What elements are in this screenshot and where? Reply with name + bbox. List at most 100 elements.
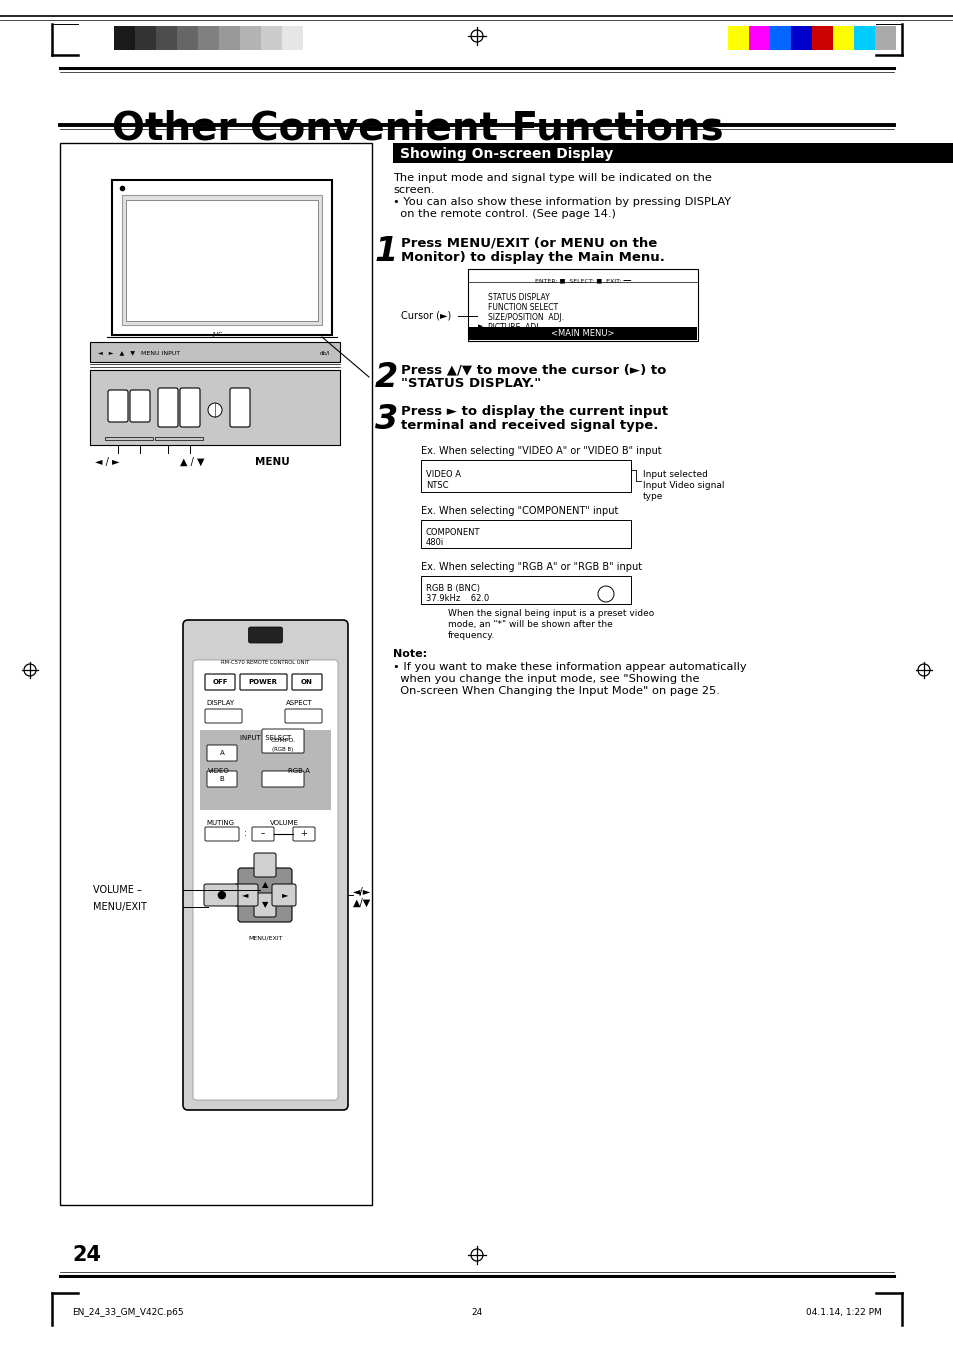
FancyBboxPatch shape [252,827,274,842]
Bar [219,26,240,50]
Text: "STATUS DISPLAY.": "STATUS DISPLAY." [400,377,540,390]
Text: ◄ / ►: ◄ / ► [95,457,119,467]
Text: Press ► to display the current input: Press ► to display the current input [400,405,667,418]
Text: JVC: JVC [212,331,222,337]
Text: A: A [219,750,224,756]
Text: ▲/▼: ▲/▼ [353,898,371,908]
Bar [261,26,282,50]
FancyBboxPatch shape [180,388,200,428]
FancyBboxPatch shape [292,674,322,690]
Bar [240,26,261,50]
Circle shape [208,403,222,417]
Bar [113,26,135,50]
FancyBboxPatch shape [204,884,237,907]
Text: MENU/EXIT: MENU/EXIT [92,902,147,912]
FancyBboxPatch shape [230,388,250,428]
Text: 37.9kHz    62.0: 37.9kHz 62.0 [426,594,489,603]
Text: RGB A: RGB A [288,769,310,774]
FancyBboxPatch shape [183,620,348,1109]
Bar [727,26,748,50]
Text: DISPLAY: DISPLAY [206,700,234,706]
Text: OFF: OFF [212,679,228,685]
Text: Cursor (►): Cursor (►) [400,311,451,321]
Text: 1: 1 [375,235,397,268]
FancyBboxPatch shape [262,771,304,787]
Text: ▼: ▼ [261,901,268,909]
FancyBboxPatch shape [272,884,295,907]
Text: Input selected: Input selected [642,469,707,479]
Text: ►: ► [477,323,483,329]
Text: ▲ / ▼: ▲ / ▼ [180,457,204,467]
Bar [468,269,698,341]
Text: MUTING: MUTING [206,820,233,825]
Bar [126,200,317,321]
FancyBboxPatch shape [293,827,314,842]
Text: The input mode and signal type will be indicated on the: The input mode and signal type will be i… [393,173,711,183]
Text: Press MENU/EXIT (or MENU on the: Press MENU/EXIT (or MENU on the [400,237,657,250]
Text: ON: ON [301,679,313,685]
FancyBboxPatch shape [237,869,292,921]
Text: • You can also show these information by pressing DISPLAY: • You can also show these information by… [393,198,730,207]
Text: ▲: ▲ [261,881,268,889]
Bar [469,327,697,340]
Text: RM-C570 REMOTE CONTROL UNIT: RM-C570 REMOTE CONTROL UNIT [221,660,310,666]
Bar [105,437,152,440]
FancyBboxPatch shape [262,729,304,754]
Text: • If you want to make these information appear automatically: • If you want to make these information … [393,662,746,672]
Text: ASPECT: ASPECT [286,700,313,706]
Text: ◄/►: ◄/► [353,888,371,897]
Text: ●: ● [216,890,226,900]
Bar [60,143,372,1206]
FancyBboxPatch shape [207,746,236,760]
Text: 2: 2 [375,361,397,394]
Text: VOLUME: VOLUME [270,820,298,825]
FancyBboxPatch shape [130,390,150,422]
Bar [811,26,832,50]
Text: SIZE/POSITION  ADJ.: SIZE/POSITION ADJ. [488,313,563,322]
Bar [156,26,177,50]
Text: on the remote control. (See page 14.): on the remote control. (See page 14.) [393,208,616,219]
Text: Showing On-screen Display: Showing On-screen Display [399,147,613,161]
Text: frequency.: frequency. [448,630,495,640]
Text: Monitor) to display the Main Menu.: Monitor) to display the Main Menu. [400,252,664,264]
Text: type: type [642,492,662,501]
FancyBboxPatch shape [205,674,234,690]
Text: when you change the input mode, see "Showing the: when you change the input mode, see "Sho… [393,674,699,685]
Text: VOLUME –: VOLUME – [92,885,142,894]
Text: POWER: POWER [248,679,277,685]
Text: FUNCTION SELECT: FUNCTION SELECT [488,303,558,313]
FancyBboxPatch shape [193,660,337,1100]
Text: (RGB B): (RGB B) [273,747,294,752]
Bar [748,26,769,50]
FancyBboxPatch shape [285,709,322,723]
FancyBboxPatch shape [253,852,275,877]
Text: VIDEO A: VIDEO A [426,469,460,479]
Bar [90,342,339,363]
Text: 04.1.14, 1:22 PM: 04.1.14, 1:22 PM [805,1308,882,1316]
Bar [420,576,630,603]
Text: 24: 24 [71,1245,101,1265]
Bar [769,26,790,50]
FancyBboxPatch shape [205,827,239,842]
Bar [198,26,219,50]
Text: B: B [219,777,224,782]
Bar [393,143,952,162]
Text: RGB B (BNC): RGB B (BNC) [426,584,479,593]
Text: EN_24_33_GM_V42C.p65: EN_24_33_GM_V42C.p65 [71,1308,183,1316]
Bar [112,180,332,336]
Bar [832,26,853,50]
Circle shape [598,586,614,602]
Text: MENU/EXIT: MENU/EXIT [248,935,282,940]
FancyBboxPatch shape [205,709,242,723]
Text: Note:: Note: [393,649,427,659]
Bar [135,26,156,50]
Text: On-screen When Changing the Input Mode" on page 25.: On-screen When Changing the Input Mode" … [393,686,720,695]
Text: 480i: 480i [426,538,444,547]
Text: ◄   ►   ▲   ▼   MENU INPUT: ◄ ► ▲ ▼ MENU INPUT [98,350,180,356]
FancyBboxPatch shape [253,893,275,917]
FancyBboxPatch shape [233,884,257,907]
Text: db/I: db/I [319,350,330,356]
Bar [420,460,630,492]
Bar [122,195,322,325]
FancyBboxPatch shape [108,390,128,422]
